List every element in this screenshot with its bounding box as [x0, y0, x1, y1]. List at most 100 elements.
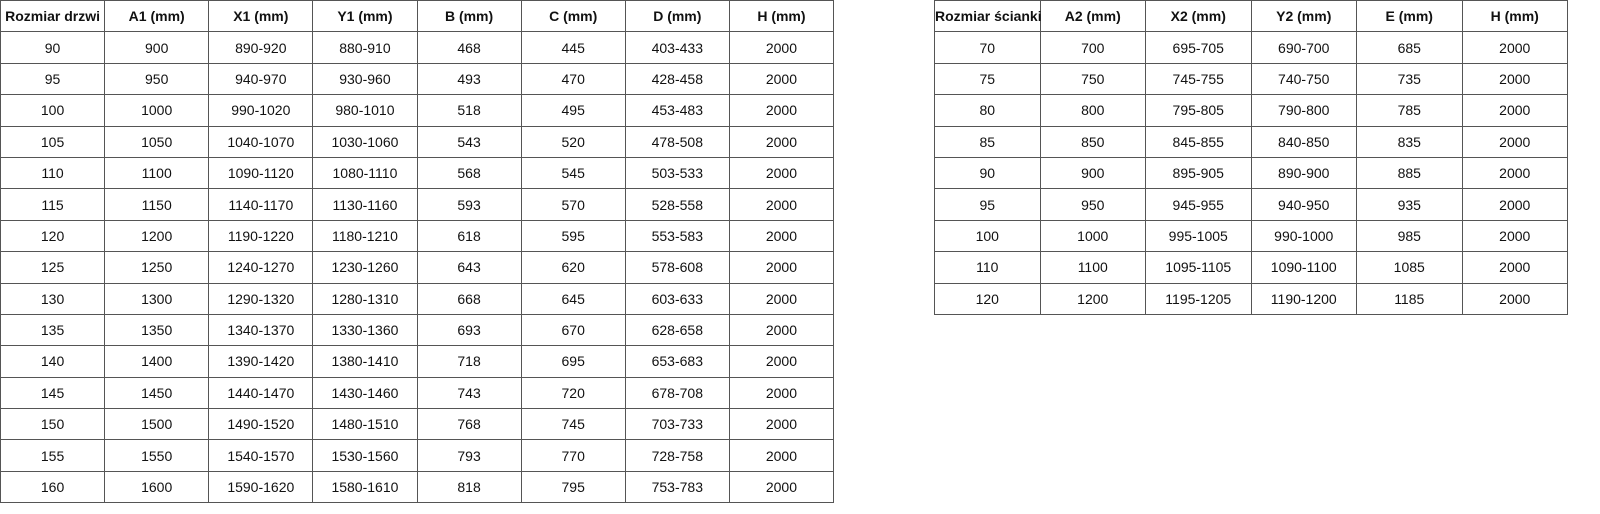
table-cell: 620: [520, 251, 626, 284]
table-cell: 120: [934, 282, 1041, 315]
table-cell: 160: [0, 470, 106, 504]
table-cell: 2000: [728, 376, 835, 410]
table-cell: 1130-1160: [312, 188, 418, 221]
table-cell: 885: [1356, 156, 1463, 190]
table-cell: 105: [0, 125, 106, 158]
table-row: 100 1000 995-1005 990-1000 985 2000: [934, 219, 1568, 253]
table-cell: 845-855: [1145, 125, 1252, 158]
table-cell: 670: [520, 313, 626, 347]
table-row: 90 900 890-920 880-910 468 445 403-433 2000: [0, 31, 835, 64]
table-cell: 80: [934, 94, 1041, 127]
table-cell: 155: [0, 439, 106, 472]
table-row: 135 1350 1340-1370 1330-1360 693 670 628-658 20…: [0, 313, 835, 347]
table-cell: 1430-1460: [312, 376, 418, 410]
table-cell: 1280-1310: [312, 282, 418, 315]
table-cell: 950: [1039, 188, 1146, 221]
table-cell: 790-800: [1250, 94, 1357, 127]
table-cell: 90: [934, 156, 1041, 190]
table-cell: 528-558: [624, 188, 730, 221]
table-cell: 795: [520, 470, 626, 504]
table-row: 110 1100 1090-1120 1080-1110 568 545 503-533 20…: [0, 156, 835, 190]
table-cell: 603-633: [624, 282, 730, 315]
table-cell: 1400: [104, 345, 210, 378]
table-cell: 935: [1356, 188, 1463, 221]
table-cell: 495: [520, 94, 626, 127]
table-cell: 668: [416, 282, 522, 315]
table-cell: 595: [520, 219, 626, 253]
table-cell: 95: [0, 62, 106, 96]
table-cell: 793: [416, 439, 522, 472]
table-cell: 990-1000: [1250, 219, 1357, 253]
table-cell: 1085: [1356, 251, 1463, 284]
table-cell: 115: [0, 188, 106, 221]
wall-size-table: Rozmiar ścianki A2 (mm) X2 (mm) Y2 (mm) E (m…: [934, 0, 1568, 315]
table-cell: 1190-1220: [208, 219, 314, 253]
table-cell: 1050: [104, 125, 210, 158]
table-cell: 125: [0, 251, 106, 284]
table-cell: 1600: [104, 470, 210, 504]
table-cell: 445: [520, 31, 626, 64]
table-cell: 840-850: [1250, 125, 1357, 158]
table-cell: 685: [1356, 31, 1463, 64]
column-header: Y2 (mm): [1250, 0, 1357, 33]
table-cell: 95: [934, 188, 1041, 221]
table-cell: 1440-1470: [208, 376, 314, 410]
table-row: 115 1150 1140-1170 1130-1160 593 570 528-558 20…: [0, 188, 835, 221]
table-cell: 743: [416, 376, 522, 410]
table-cell: 90: [0, 31, 106, 64]
table-cell: 2000: [728, 251, 835, 284]
table-row: 105 1050 1040-1070 1030-1060 543 520 478-508 20…: [0, 125, 835, 158]
table-cell: 1390-1420: [208, 345, 314, 378]
table-cell: 1095-1105: [1145, 251, 1252, 284]
table-cell: 2000: [728, 94, 835, 127]
table-row: 85 850 845-855 840-850 835 2000: [934, 125, 1568, 158]
table-cell: 110: [0, 156, 106, 190]
table-cell: 795-805: [1145, 94, 1252, 127]
table-cell: 2000: [728, 156, 835, 190]
table-cell: 735: [1356, 62, 1463, 96]
table-cell: 745: [520, 408, 626, 441]
column-header: Y1 (mm): [312, 0, 418, 33]
table-cell: 1100: [104, 156, 210, 190]
column-header: Rozmiar ścianki: [934, 0, 1042, 33]
table-cell: 818: [416, 470, 522, 504]
column-header: B (mm): [416, 0, 522, 33]
table-cell: 553-583: [624, 219, 730, 253]
table-row: 140 1400 1390-1420 1380-1410 718 695 653-683 20…: [0, 345, 835, 378]
table-cell: 130: [0, 282, 106, 315]
table-cell: 1140-1170: [208, 188, 314, 221]
table-row: 155 1550 1540-1570 1530-1560 793 770 728-758 20…: [0, 439, 835, 472]
table-cell: 1230-1260: [312, 251, 418, 284]
table-row: 130 1300 1290-1320 1280-1310 668 645 603-633 20…: [0, 282, 835, 315]
table-cell: 645: [520, 282, 626, 315]
table-cell: 950: [104, 62, 210, 96]
table-row: 100 1000 990-1020 980-1010 518 495 453-483 2000: [0, 94, 835, 127]
table-row: 160 1600 1590-1620 1580-1610 818 795 753-783 20…: [0, 470, 835, 504]
table-cell: 1380-1410: [312, 345, 418, 378]
table-cell: 695-705: [1145, 31, 1252, 64]
table-cell: 740-750: [1250, 62, 1357, 96]
table-cell: 945-955: [1145, 188, 1252, 221]
table-cell: 2000: [728, 408, 835, 441]
table-cell: 900: [1039, 156, 1146, 190]
table-cell: 2000: [728, 345, 835, 378]
table-cell: 678-708: [624, 376, 730, 410]
table-cell: 1290-1320: [208, 282, 314, 315]
table-cell: 2000: [1461, 251, 1568, 284]
table-cell: 1590-1620: [208, 470, 314, 504]
table-row: 150 1500 1490-1520 1480-1510 768 745 703-733 20…: [0, 408, 835, 441]
table-cell: 100: [934, 219, 1041, 253]
table-cell: 1330-1360: [312, 313, 418, 347]
table-cell: 2000: [728, 188, 835, 221]
table-cell: 850: [1039, 125, 1146, 158]
table-cell: 990-1020: [208, 94, 314, 127]
table-cell: 2000: [728, 282, 835, 315]
column-header: C (mm): [520, 0, 626, 33]
table-cell: 940-970: [208, 62, 314, 96]
table-cell: 2000: [1461, 125, 1568, 158]
table-cell: 618: [416, 219, 522, 253]
table-cell: 2000: [728, 125, 835, 158]
column-header: A1 (mm): [104, 0, 210, 33]
table-cell: 880-910: [312, 31, 418, 64]
column-header: H (mm): [1461, 0, 1568, 33]
